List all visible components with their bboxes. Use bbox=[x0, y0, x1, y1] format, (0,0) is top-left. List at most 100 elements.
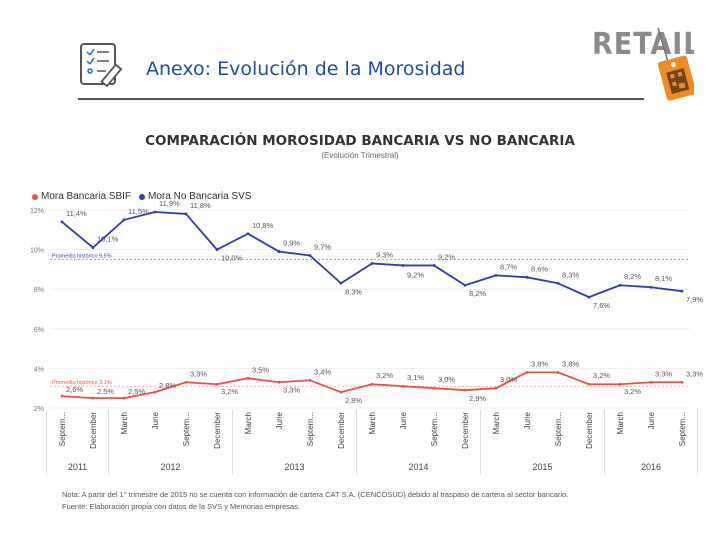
x-tick-label: June bbox=[275, 411, 284, 429]
source-text: Fuente: Elaboración propia con datos de … bbox=[62, 502, 301, 511]
year-label: 2014 bbox=[408, 462, 428, 472]
data-label: 2,5% bbox=[97, 387, 114, 396]
legend-label-bancaria: Mora Bancaria SBIF bbox=[41, 191, 132, 202]
data-point bbox=[91, 246, 95, 250]
data-point bbox=[184, 212, 188, 216]
note-text: Nota: A partir del 1° trimestre de 2015 … bbox=[62, 490, 569, 499]
x-tick-label: Septem... bbox=[678, 412, 687, 446]
data-label: 8,3% bbox=[345, 287, 362, 296]
data-label: 9,2% bbox=[438, 252, 455, 261]
chart-title: COMPARACIÓN MOROSIDAD BANCARIA VS NO BAN… bbox=[145, 133, 575, 149]
data-point bbox=[432, 386, 436, 390]
data-point bbox=[525, 370, 529, 374]
year-label: 2012 bbox=[160, 462, 180, 472]
data-label: 9,3% bbox=[376, 250, 393, 259]
data-label: 8,1% bbox=[655, 274, 672, 283]
data-label: 3,3% bbox=[655, 369, 672, 378]
x-tick-label: March bbox=[368, 412, 377, 434]
x-tick-label: December bbox=[585, 412, 594, 449]
data-point bbox=[618, 382, 622, 386]
legend-label-no-bancaria: Mora No Bancaria SVS bbox=[148, 191, 252, 202]
data-label: 7,9% bbox=[686, 295, 703, 304]
data-point bbox=[649, 285, 653, 289]
data-label: 8,2% bbox=[624, 272, 641, 281]
data-label: 8,2% bbox=[469, 289, 486, 298]
x-tick-label: June bbox=[399, 411, 408, 429]
data-point bbox=[277, 380, 281, 384]
data-label: 3,4% bbox=[314, 367, 331, 376]
reference-line-label: Promedio histórico 3,1% bbox=[52, 380, 112, 386]
series-line-no-bancaria bbox=[61, 211, 683, 299]
data-label: 3,8% bbox=[562, 359, 579, 368]
data-point bbox=[370, 382, 374, 386]
data-label: 2,6% bbox=[66, 385, 83, 394]
data-label: 9,7% bbox=[314, 243, 331, 252]
legend-dot-bancaria bbox=[32, 193, 38, 200]
year-label: 2016 bbox=[641, 462, 661, 472]
data-label: 3,2% bbox=[593, 371, 610, 380]
data-label: 3,1% bbox=[407, 373, 424, 382]
data-point bbox=[60, 220, 64, 224]
retail-logo: RETAIL bbox=[592, 27, 694, 101]
data-point bbox=[587, 295, 591, 299]
data-label: 11,4% bbox=[66, 209, 87, 218]
x-tick-label: December bbox=[461, 412, 470, 449]
data-point bbox=[463, 283, 467, 287]
x-tick-label: March bbox=[120, 412, 129, 434]
data-point bbox=[153, 390, 157, 394]
x-tick-label: March bbox=[244, 412, 253, 434]
y-tick-label: 2% bbox=[34, 406, 44, 413]
x-tick-label: June bbox=[151, 411, 160, 429]
legend-item-no-bancaria: Mora No Bancaria SVS bbox=[139, 191, 251, 202]
data-label: 2,8% bbox=[345, 396, 362, 405]
data-point bbox=[401, 264, 405, 267]
chart-legend: Mora Bancaria SBIF Mora No Bancaria SVS bbox=[32, 191, 251, 202]
data-label: 11,8% bbox=[190, 201, 211, 210]
data-point bbox=[680, 380, 684, 384]
data-label: 8,7% bbox=[500, 262, 517, 271]
data-point bbox=[122, 396, 126, 400]
year-label: 2015 bbox=[532, 462, 552, 472]
year-label: 2013 bbox=[284, 462, 304, 472]
x-tick-label: December bbox=[89, 412, 98, 449]
reference-line-label: Promedio histórico 9,5% bbox=[52, 254, 112, 260]
data-point bbox=[308, 378, 312, 382]
x-tick-label: Septem... bbox=[554, 412, 563, 446]
x-tick-label: Septem... bbox=[430, 412, 439, 446]
data-label: 3,2% bbox=[376, 371, 393, 380]
y-tick-label: 6% bbox=[34, 327, 44, 334]
data-point bbox=[525, 275, 529, 279]
data-point bbox=[494, 273, 498, 277]
data-point bbox=[246, 232, 250, 236]
x-tick-label: March bbox=[616, 412, 625, 434]
data-point bbox=[184, 380, 188, 384]
data-point bbox=[587, 382, 591, 386]
year-label: 2011 bbox=[68, 462, 87, 472]
data-label: 3,0% bbox=[438, 375, 455, 384]
data-label: 9,9% bbox=[283, 239, 300, 248]
data-point bbox=[339, 281, 343, 285]
data-point bbox=[215, 248, 219, 252]
data-point bbox=[339, 390, 343, 394]
y-tick-label: 4% bbox=[34, 366, 44, 373]
data-point bbox=[215, 382, 219, 386]
data-point bbox=[91, 396, 95, 400]
data-label: 10,0% bbox=[221, 254, 243, 263]
data-label: 2,5% bbox=[128, 387, 145, 396]
data-point bbox=[60, 394, 64, 398]
chart-notes: Nota: A partir del 1° trimestre de 2015 … bbox=[62, 489, 568, 513]
x-tick-label: Septem... bbox=[58, 412, 67, 446]
data-point bbox=[556, 281, 560, 285]
x-tick-label: March bbox=[492, 412, 501, 434]
data-label: 3,3% bbox=[190, 369, 207, 378]
data-label: 3,5% bbox=[252, 365, 269, 374]
data-point bbox=[649, 380, 653, 384]
title-divider bbox=[78, 98, 644, 100]
chart-subtitle: (Evolución Trimestral) bbox=[321, 151, 399, 160]
data-label: 11,9% bbox=[159, 199, 180, 208]
data-point bbox=[370, 262, 374, 265]
data-label: 3,2% bbox=[221, 387, 238, 396]
svg-text:RETAIL: RETAIL bbox=[592, 27, 694, 62]
y-tick-label: 8% bbox=[34, 287, 44, 294]
